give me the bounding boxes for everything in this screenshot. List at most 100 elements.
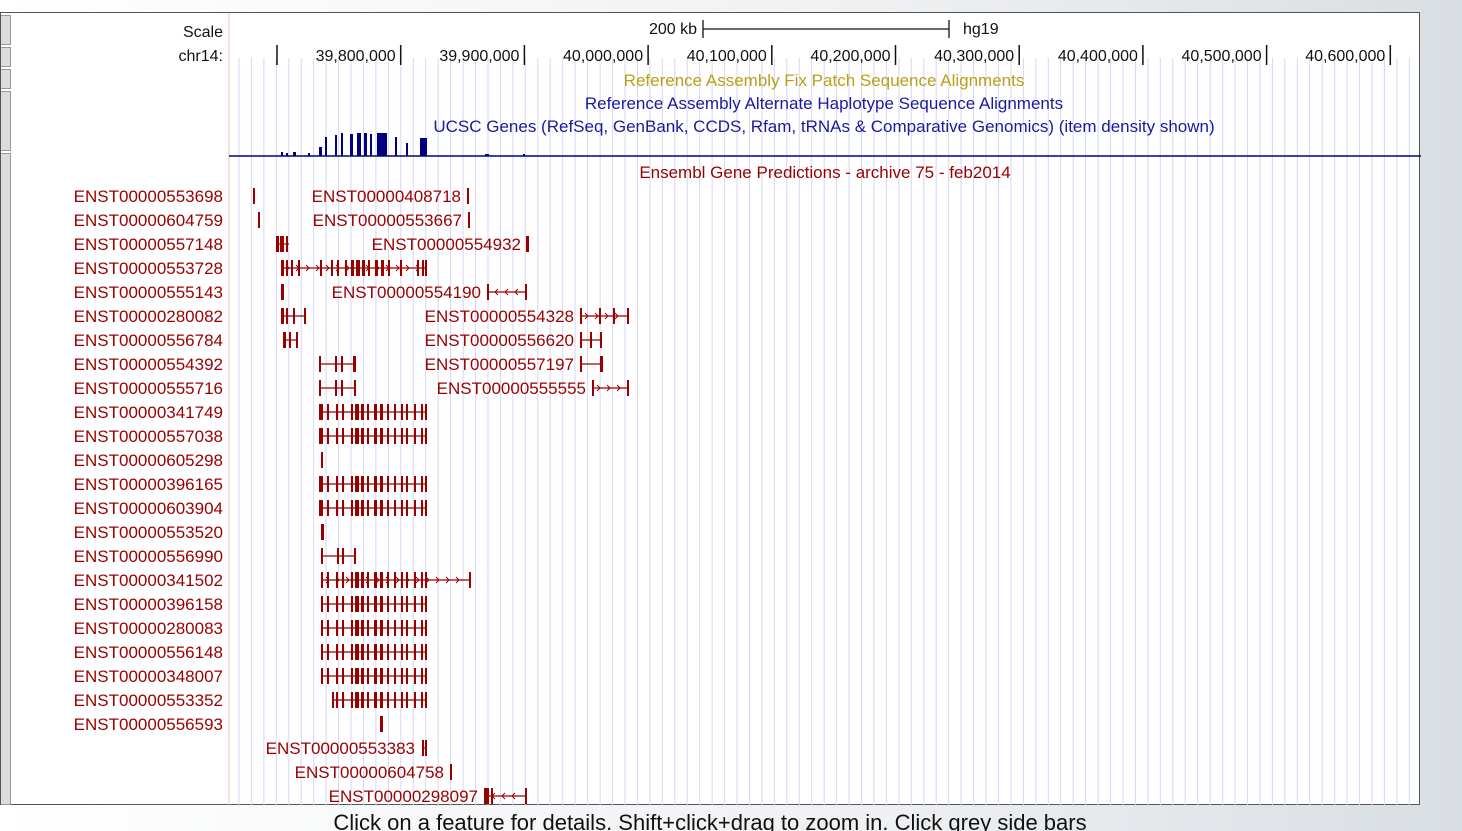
gene-model: [253, 188, 255, 204]
ensembl-track-title[interactable]: Ensembl Gene Predictions - archive 75 - …: [639, 163, 1010, 182]
ensembl-row-label: ENST00000603904: [74, 499, 223, 518]
ensembl-inline-label: ENST00000555555: [437, 379, 586, 398]
scale-bar: 200 kb hg19: [649, 20, 999, 38]
gene-model: [258, 212, 260, 228]
ensembl-inline-label: ENST00000298097: [329, 787, 478, 806]
ruler-label: 39,800,000: [316, 48, 396, 65]
ensembl-row-label: ENST00000554392: [74, 355, 223, 374]
ensembl-row-label: ENST00000280082: [74, 307, 223, 326]
gene-model: [281, 284, 284, 300]
ensembl-row-label: ENST00000557038: [74, 427, 223, 446]
ensembl-row-label: ENST00000605298: [74, 451, 223, 470]
ensembl-features[interactable]: ENST00000408718 ENST00000553667 ENST000005…: [253, 187, 629, 806]
gene-model: [319, 404, 427, 420]
fix-patch-track-title[interactable]: Reference Assembly Fix Patch Sequence Al…: [624, 71, 1025, 90]
gene-model: [321, 620, 427, 636]
gene-model: [321, 548, 356, 564]
side-bar-alt-haplotype[interactable]: [1, 69, 11, 89]
ensembl-inline-label: ENST00000553383: [266, 739, 415, 758]
gene-model: [580, 356, 603, 372]
ensembl-row-label: ENST00000280083: [74, 619, 223, 638]
footer-hint: Click on a feature for details. Shift+cl…: [333, 810, 1087, 831]
gene-model: [321, 452, 323, 468]
gene-model: [319, 356, 356, 372]
ensembl-row-label: ENST00000553698: [74, 187, 223, 206]
ensembl-inline-label: ENST00000554190: [332, 283, 481, 302]
gene-model: [468, 212, 470, 228]
ruler-label: 40,600,000: [1305, 48, 1385, 65]
gene-model: [422, 740, 427, 756]
ensembl-inline-label: ENST00000556620: [425, 331, 574, 350]
ruler-label: 40,000,000: [563, 48, 643, 65]
tracks-canvas[interactable]: Scale chr14: 200 kb hg19 39,800,000 39,90…: [1, 13, 1421, 806]
side-bar-fix-patch[interactable]: [1, 47, 11, 67]
gene-model: [580, 308, 629, 324]
alt-haplotype-track-title[interactable]: Reference Assembly Alternate Haplotype S…: [585, 94, 1063, 113]
ensembl-inline-label: ENST00000557197: [425, 355, 574, 374]
gene-model: [321, 596, 427, 612]
base-position-ruler[interactable]: 39,800,000 39,900,000 40,000,000 40,100,000…: [276, 45, 1392, 65]
ensembl-row-label: ENST00000341749: [74, 403, 223, 422]
ensembl-inline-label: ENST00000604758: [295, 763, 444, 782]
gene-model: [319, 428, 427, 444]
ensembl-row-label: ENST00000556148: [74, 643, 223, 662]
ruler-label: 40,300,000: [934, 48, 1014, 65]
gene-model: [332, 692, 427, 708]
ensembl-inline-label: ENST00000554932: [372, 235, 521, 254]
gene-model: [526, 236, 529, 252]
gene-model: [487, 284, 527, 300]
ensembl-inline-label: ENST00000553667: [313, 211, 462, 230]
gene-model: [321, 572, 471, 588]
gene-model: [450, 764, 452, 780]
gene-model: [283, 332, 298, 348]
footer: Click on a feature for details. Shift+cl…: [0, 806, 1420, 831]
gene-model: [319, 500, 427, 516]
gene-model: [321, 644, 427, 660]
ucsc-genes-density[interactable]: [229, 133, 1421, 157]
gene-model: [281, 260, 427, 276]
ensembl-left-labels[interactable]: ENST00000553698 ENST00000604759 ENST000005…: [74, 187, 223, 734]
ruler-label: 40,100,000: [687, 48, 767, 65]
gene-model: [319, 476, 427, 492]
ensembl-row-label: ENST00000604759: [74, 211, 223, 230]
ensembl-row-label: ENST00000553352: [74, 691, 223, 710]
side-bar-ucsc-genes[interactable]: [1, 91, 11, 151]
ensembl-row-label: ENST00000556593: [74, 715, 223, 734]
ensembl-row-label: ENST00000341502: [74, 571, 223, 590]
gene-model: [319, 380, 356, 396]
ensembl-row-label: ENST00000555143: [74, 283, 223, 302]
assembly-label: hg19: [963, 21, 999, 38]
scale-label: Scale: [183, 24, 223, 41]
ruler-label: 40,500,000: [1182, 48, 1262, 65]
ensembl-row-label: ENST00000557148: [74, 235, 223, 254]
gene-model: [467, 188, 469, 204]
ensembl-row-label: ENST00000396165: [74, 475, 223, 494]
ruler-label: 40,400,000: [1058, 48, 1138, 65]
gene-model: [592, 380, 629, 396]
ucsc-genes-track-title[interactable]: UCSC Genes (RefSeq, GenBank, CCDS, Rfam,…: [433, 117, 1214, 136]
gene-model: [484, 788, 527, 804]
side-bar-ruler[interactable]: [1, 15, 11, 45]
ensembl-row-label: ENST00000348007: [74, 667, 223, 686]
ensembl-inline-label: ENST00000408718: [312, 187, 461, 206]
chrom-label: chr14:: [179, 48, 223, 65]
ensembl-inline-label: ENST00000554328: [425, 307, 574, 326]
gene-model: [380, 716, 383, 732]
ensembl-row-label: ENST00000555716: [74, 379, 223, 398]
ensembl-row-label: ENST00000553728: [74, 259, 223, 278]
grid-lines: [238, 58, 1410, 806]
gene-model: [321, 668, 427, 684]
ensembl-row-label: ENST00000556784: [74, 331, 223, 350]
ensembl-row-label: ENST00000556990: [74, 547, 223, 566]
ruler-label: 39,900,000: [439, 48, 519, 65]
ensembl-row-label: ENST00000553520: [74, 523, 223, 542]
gene-model: [276, 236, 289, 252]
ensembl-row-label: ENST00000396158: [74, 595, 223, 614]
side-bar-ensembl[interactable]: [1, 153, 11, 805]
ruler-label: 40,200,000: [810, 48, 890, 65]
gene-model: [281, 308, 306, 324]
gene-model: [580, 332, 602, 348]
gene-model: [321, 524, 324, 540]
scale-bar-label: 200 kb: [649, 21, 697, 38]
genome-browser-image[interactable]: Scale chr14: 200 kb hg19 39,800,000 39,90…: [0, 12, 1421, 806]
